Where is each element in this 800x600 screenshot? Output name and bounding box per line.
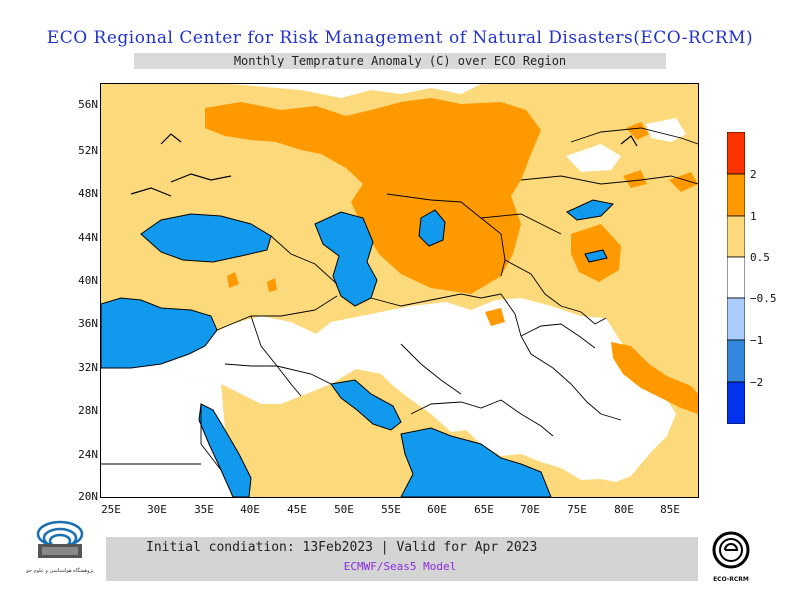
- colorbar-1to2: [726, 173, 746, 217]
- lon-label: 70E: [520, 503, 540, 516]
- arabian-sea: [400, 427, 552, 497]
- country-borders: [101, 127, 698, 471]
- aral-sea: [418, 209, 446, 247]
- lat-label: 56N: [78, 98, 98, 111]
- model-name: ECMWF/Seas5 Model: [343, 560, 457, 573]
- hot-anomaly-iran-spot: [485, 308, 505, 326]
- colorbar-label: 0.5: [750, 251, 770, 264]
- colorbar: [726, 131, 746, 425]
- lake-issyk-kul: [584, 249, 608, 263]
- lake-balkhash: [566, 199, 615, 221]
- persian-gulf: [330, 379, 402, 431]
- anomaly-map: [101, 84, 698, 497]
- lat-label: 32N: [78, 361, 98, 374]
- neutral-anomaly-north: [231, 84, 481, 98]
- hot-anomaly-ne-spot3: [669, 172, 698, 192]
- lat-label: 24N: [78, 448, 98, 461]
- info-box: [106, 537, 698, 581]
- lon-label: 80E: [614, 503, 634, 516]
- eco-rcrm-logo: [708, 530, 754, 586]
- lon-label: 50E: [334, 503, 354, 516]
- red-sea: [198, 403, 252, 497]
- map-subtitle: Monthly Temprature Anomaly (C) over ECO …: [134, 53, 666, 69]
- neutral-anomaly-ne: [566, 144, 621, 172]
- lon-label: 25E: [101, 503, 121, 516]
- neutral-anomaly-area: [101, 298, 676, 482]
- colorbar-label: −2: [750, 376, 764, 389]
- lon-label: 30E: [147, 503, 167, 516]
- black-sea: [140, 213, 272, 263]
- colorbar-m2tom1: [726, 339, 746, 383]
- lat-label: 40N: [78, 274, 98, 287]
- colorbar-neutral: [726, 256, 746, 299]
- lon-label: 40E: [240, 503, 260, 516]
- lon-label: 85E: [660, 503, 680, 516]
- hot-anomaly-central-asia: [205, 98, 541, 294]
- hot-anomaly-turkey-spot2: [267, 278, 277, 292]
- lon-label: 45E: [287, 503, 307, 516]
- colorbar-label: 1: [750, 210, 757, 223]
- hot-anomaly-turkey-spot: [227, 272, 239, 288]
- lon-label: 35E: [194, 503, 214, 516]
- northern-coastlines: [130, 133, 638, 197]
- lon-label: 65E: [474, 503, 494, 516]
- lat-label: 48N: [78, 187, 98, 200]
- research-institute-logo: [32, 516, 88, 588]
- map-frame: [100, 83, 699, 498]
- hot-anomaly-ne-spot2: [623, 170, 647, 188]
- colorbar-05to1: [726, 215, 746, 258]
- colorbar-m1tom05: [726, 297, 746, 341]
- lat-label: 52N: [78, 144, 98, 157]
- colorbar-label: −0.5: [750, 292, 777, 305]
- lat-label: 36N: [78, 317, 98, 330]
- map-title: ECO Regional Center for Risk Management …: [46, 28, 754, 48]
- colorbar-ltm2: [726, 381, 746, 425]
- lat-label: 20N: [78, 490, 98, 503]
- eco-rcrm-logo-caption: ECO-RCRM: [713, 576, 749, 583]
- lon-label: 75E: [567, 503, 587, 516]
- colorbar-label: 2: [750, 168, 757, 181]
- colorbar-gt2: [726, 131, 746, 175]
- hot-anomaly-himalaya: [611, 342, 698, 414]
- research-institute-caption: پژوهشگاه هواشناسی و علوم جو: [26, 568, 94, 574]
- colorbar-label: −1: [750, 334, 764, 347]
- initial-condition-text: Initial condiation: 13Feb2023 | Valid fo…: [146, 540, 538, 555]
- hot-anomaly-ne-spot: [626, 122, 649, 140]
- lat-label: 44N: [78, 231, 98, 244]
- lon-label: 60E: [427, 503, 447, 516]
- lon-label: 55E: [381, 503, 401, 516]
- lat-label: 28N: [78, 404, 98, 417]
- neutral-anomaly-ne2: [646, 118, 686, 142]
